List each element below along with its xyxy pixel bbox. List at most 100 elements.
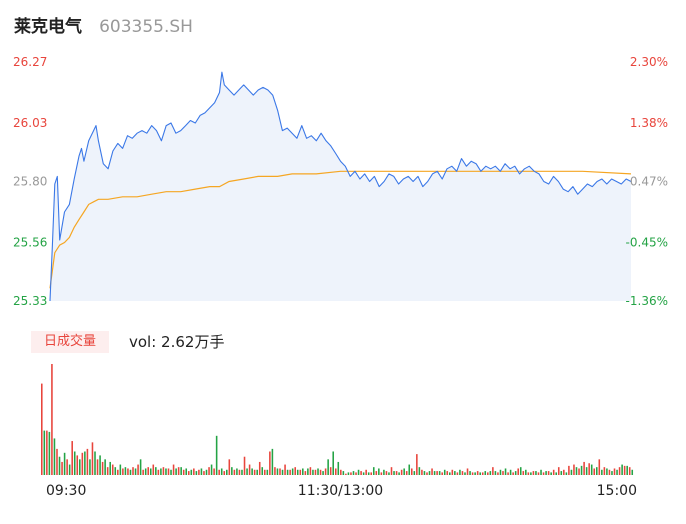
volume-bar: [46, 430, 48, 475]
y-tick-pct-label: 2.30%: [630, 55, 668, 69]
volume-bar: [251, 468, 253, 475]
volume-bar: [552, 469, 555, 475]
volume-bar: [258, 461, 261, 475]
volume-bar: [575, 467, 578, 475]
volume-bar: [109, 461, 111, 475]
x-tick-label: 09:30: [46, 483, 86, 499]
volume-bar: [253, 469, 256, 475]
volume-bar: [86, 448, 89, 475]
volume-badge: 日成交量: [31, 331, 109, 353]
volume-bar: [332, 451, 334, 475]
y-tick-price-label: 25.56: [13, 236, 47, 250]
volume-bar: [550, 472, 552, 475]
volume-bar: [471, 472, 474, 475]
volume-bar: [502, 471, 504, 475]
volume-bar: [327, 459, 329, 475]
volume-bar: [231, 467, 233, 475]
volume-bar: [89, 459, 91, 475]
y-tick-price-label: 26.27: [13, 55, 47, 69]
volume-bar: [61, 461, 63, 475]
volume-bar: [319, 469, 322, 475]
volume-bar: [479, 472, 481, 475]
volume-bar: [540, 469, 542, 475]
volume-bar: [459, 469, 461, 475]
volume-bar: [408, 464, 411, 475]
volume-bar: [476, 471, 479, 475]
volume-bar: [208, 467, 210, 475]
volume-bar: [106, 467, 109, 475]
volume-bar: [451, 469, 454, 475]
volume-bar: [243, 456, 246, 475]
volume-bar: [284, 464, 286, 475]
volume-bar: [205, 469, 208, 475]
volume-bar: [563, 469, 565, 475]
volume-bar: [426, 472, 428, 475]
volume-bar: [317, 468, 319, 475]
price-line-layer: [49, 71, 632, 302]
volume-bar: [294, 467, 296, 475]
volume-bar: [147, 467, 150, 475]
volume-bar: [405, 471, 408, 475]
volume-bar: [345, 473, 347, 475]
volume-bar: [618, 467, 621, 475]
volume-bar: [388, 472, 390, 475]
volume-bar: [137, 464, 139, 475]
volume-bar: [428, 471, 431, 475]
volume-bar: [99, 455, 101, 475]
volume-bar: [395, 471, 398, 475]
volume-bar: [51, 364, 53, 475]
volume-bar: [611, 471, 613, 475]
volume-bar: [352, 471, 355, 475]
volume-bar: [527, 472, 530, 475]
volume-bar: [342, 471, 345, 475]
volume-bar: [286, 469, 289, 475]
volume-bar: [279, 468, 281, 475]
volume-bar: [421, 469, 423, 475]
volume-bar: [418, 467, 421, 475]
volume-bar: [190, 469, 193, 475]
price-line: [49, 71, 632, 302]
volume-bar: [532, 471, 535, 475]
price-area-layer: [50, 72, 631, 301]
volume-bar: [601, 469, 603, 475]
volume-bar: [119, 464, 122, 475]
volume-bar: [73, 451, 76, 475]
volume-bar: [165, 468, 167, 475]
volume-bar: [104, 459, 106, 475]
volume-bar: [203, 471, 205, 475]
volume-bar: [101, 461, 104, 475]
volume-bar: [403, 468, 405, 475]
volume-bar: [200, 468, 203, 475]
y-axis-pct-labels: 2.30% 1.38% 0.47% -0.45% -1.36%: [626, 55, 668, 308]
volume-bar: [142, 469, 144, 475]
volume-bar: [111, 464, 114, 475]
volume-bar: [177, 467, 180, 475]
volume-bar: [91, 442, 94, 475]
volume-bar: [261, 467, 264, 475]
volume-bar: [433, 471, 436, 475]
average-price-line: [49, 170, 632, 289]
volume-bar: [509, 469, 512, 475]
volume-bar: [578, 468, 580, 475]
volume-bar: [337, 461, 340, 475]
volume-bar: [598, 459, 601, 475]
volume-bar: [375, 471, 378, 475]
volume-bar: [525, 469, 527, 475]
volume-bar: [274, 467, 276, 475]
volume-bar: [53, 438, 56, 475]
volume-bar: [56, 448, 58, 475]
volume-bar: [198, 469, 200, 475]
volume-bar: [372, 467, 375, 475]
volume-bar: [155, 467, 157, 475]
volume-bar: [162, 467, 165, 475]
volume-bar: [264, 469, 266, 475]
volume-bar: [489, 471, 492, 475]
volume-bar: [461, 471, 464, 475]
volume-bar: [590, 464, 593, 475]
volume-bar: [71, 441, 73, 475]
volume-bar: [449, 472, 451, 475]
x-tick-label: 15:00: [597, 483, 637, 499]
volume-bar: [628, 467, 631, 475]
volume-bar: [289, 469, 291, 475]
volume-bar: [117, 469, 119, 475]
